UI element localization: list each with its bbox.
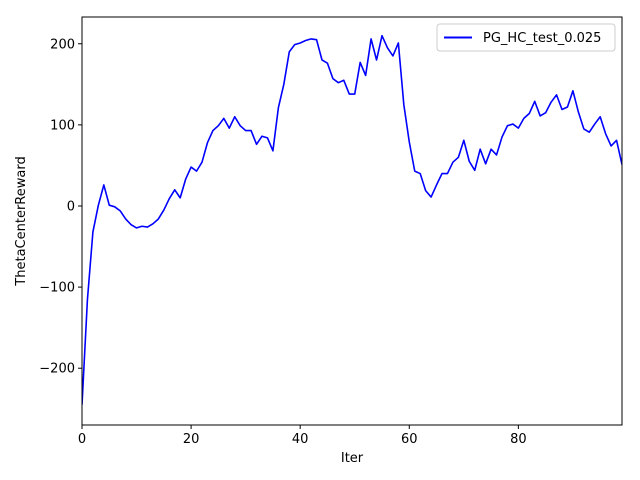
y-tick-label: −100 bbox=[39, 281, 75, 296]
y-tick-label: 100 bbox=[50, 118, 75, 133]
plot-frame bbox=[81, 16, 623, 426]
plot-content bbox=[82, 34, 622, 405]
x-axis-label: Iter bbox=[341, 451, 364, 466]
x-tick-label: 0 bbox=[78, 432, 86, 447]
y-tick-label: 200 bbox=[50, 37, 75, 52]
x-tick-label: 20 bbox=[183, 432, 200, 447]
x-axis: 0 20 40 60 80 bbox=[78, 425, 527, 447]
legend-label: PG_HC_test_0.025 bbox=[483, 31, 601, 46]
legend-box bbox=[436, 23, 616, 52]
x-tick-label: 60 bbox=[401, 432, 418, 447]
series-line-0 bbox=[82, 34, 622, 405]
legend: PG_HC_test_0.025 bbox=[436, 23, 616, 52]
y-tick-label: −200 bbox=[39, 362, 75, 377]
x-tick-label: 80 bbox=[510, 432, 527, 447]
y-axis: −200 −100 0 100 200 bbox=[39, 37, 82, 377]
y-axis-label: ThetaCenterReward bbox=[14, 156, 29, 286]
y-tick-label: 0 bbox=[67, 199, 75, 214]
x-tick-label: 40 bbox=[292, 432, 309, 447]
